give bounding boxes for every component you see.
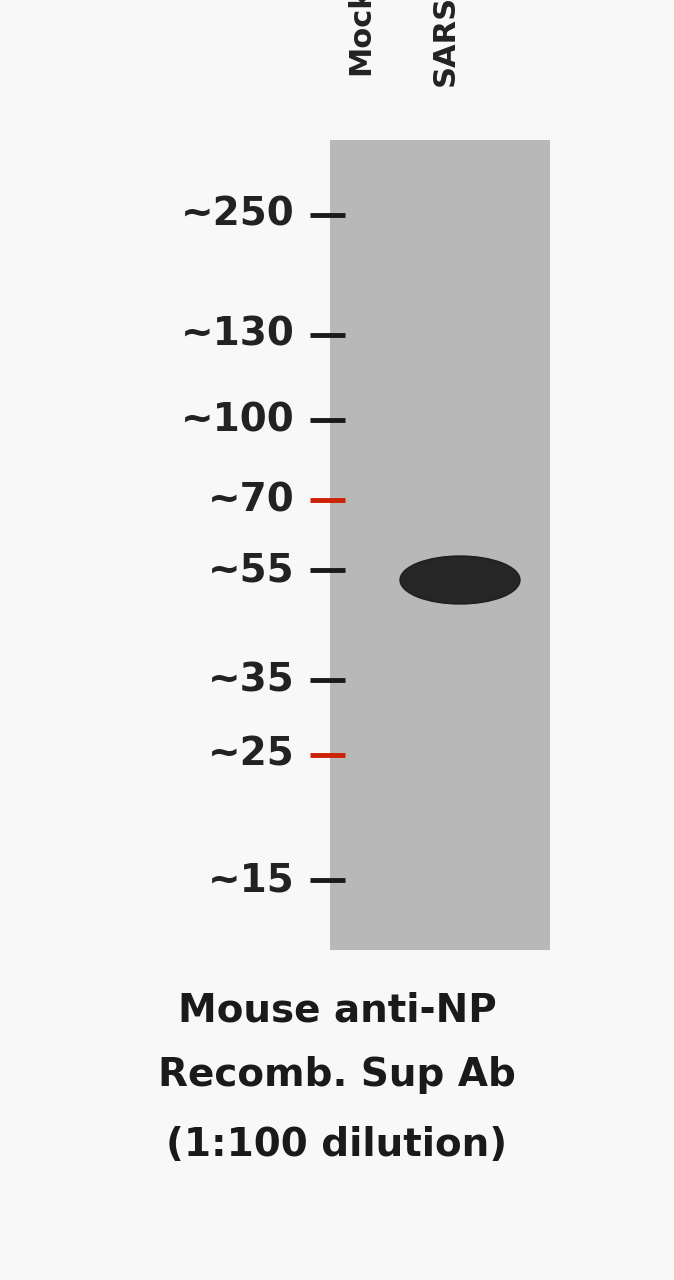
Ellipse shape — [400, 556, 520, 604]
Text: ~100: ~100 — [181, 401, 295, 439]
Text: ~15: ~15 — [208, 861, 295, 899]
Text: ~35: ~35 — [208, 660, 295, 699]
Text: Mouse anti-NP: Mouse anti-NP — [178, 991, 496, 1029]
Text: ~130: ~130 — [181, 316, 295, 355]
Text: (1:100 dilution): (1:100 dilution) — [166, 1126, 508, 1164]
Text: ~70: ~70 — [208, 481, 295, 518]
Text: SARS2: SARS2 — [431, 0, 460, 86]
Bar — [330, 140, 550, 950]
Text: ~25: ~25 — [208, 736, 295, 774]
Text: ~250: ~250 — [181, 196, 295, 234]
Text: Mock: Mock — [346, 0, 375, 74]
Text: ~55: ~55 — [208, 550, 295, 589]
Text: Recomb. Sup Ab: Recomb. Sup Ab — [158, 1056, 516, 1094]
